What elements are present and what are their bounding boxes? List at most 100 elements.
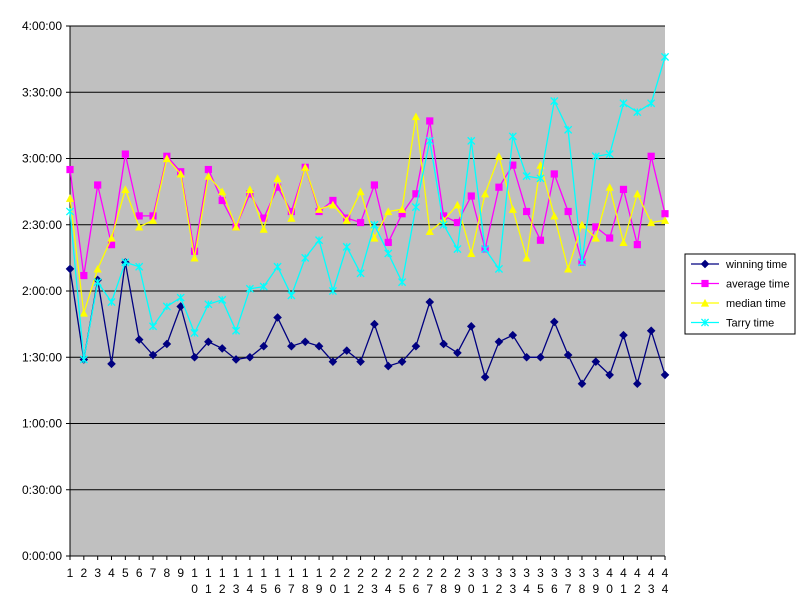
data-point xyxy=(550,170,558,178)
data-point xyxy=(453,348,462,358)
legend-entry: median time xyxy=(691,298,786,310)
series-tarry-time xyxy=(65,52,670,364)
data-point xyxy=(384,249,393,258)
x-tick-label: 7 xyxy=(150,566,157,580)
data-point xyxy=(204,165,212,174)
data-point xyxy=(121,185,130,194)
data-point xyxy=(370,319,379,329)
data-point xyxy=(204,300,213,309)
data-point xyxy=(384,207,393,216)
data-point xyxy=(273,313,282,322)
data-point xyxy=(606,234,614,242)
data-point xyxy=(65,264,75,274)
data-point xyxy=(494,264,504,273)
data-point xyxy=(370,220,379,229)
data-point xyxy=(79,308,88,317)
data-point xyxy=(342,216,351,224)
x-tick-label: 2 xyxy=(80,566,87,580)
data-point xyxy=(342,346,352,355)
data-point xyxy=(162,154,171,163)
data-point xyxy=(148,216,158,224)
data-point xyxy=(563,350,573,360)
data-point xyxy=(467,249,476,258)
data-point xyxy=(246,190,254,198)
data-point xyxy=(523,207,531,216)
data-point xyxy=(647,152,655,160)
data-point xyxy=(93,278,102,287)
data-point xyxy=(218,196,226,205)
data-point xyxy=(149,212,157,220)
y-tick-label: 0:30:00 xyxy=(22,483,62,497)
data-point xyxy=(260,214,268,222)
data-point xyxy=(660,216,670,224)
data-point xyxy=(190,352,199,362)
y-tick-label: 3:00:00 xyxy=(22,152,62,166)
data-point xyxy=(550,97,559,106)
data-point xyxy=(647,99,656,108)
series-median-time xyxy=(65,112,670,317)
data-point xyxy=(425,136,434,145)
data-point xyxy=(522,253,531,262)
data-point xyxy=(315,236,324,245)
data-point xyxy=(591,357,601,366)
data-point xyxy=(66,165,74,174)
data-point xyxy=(411,341,421,351)
data-point xyxy=(148,322,158,331)
data-point xyxy=(135,222,144,231)
data-point xyxy=(314,341,324,351)
data-point xyxy=(356,218,365,227)
data-point xyxy=(218,187,227,196)
y-tick-label: 0:00:00 xyxy=(22,549,62,563)
data-point xyxy=(328,357,338,366)
data-point xyxy=(411,203,420,212)
legend-label: winning time xyxy=(725,259,787,271)
data-point xyxy=(660,370,670,380)
data-point xyxy=(633,241,641,249)
data-point xyxy=(314,205,324,213)
data-point xyxy=(231,222,241,231)
data-point xyxy=(426,117,434,125)
x-tick-label: 8 xyxy=(164,566,171,580)
data-point xyxy=(577,379,587,389)
data-point xyxy=(605,183,614,191)
data-point xyxy=(134,335,144,344)
legend-marker xyxy=(701,279,709,288)
axes xyxy=(69,26,665,557)
data-point xyxy=(135,212,143,220)
series-layer xyxy=(65,52,670,389)
data-point xyxy=(467,136,476,145)
data-point xyxy=(453,200,462,209)
legend-label: median time xyxy=(726,298,786,310)
data-point xyxy=(633,108,642,117)
data-point xyxy=(342,242,351,251)
data-point xyxy=(148,350,158,360)
data-point xyxy=(204,337,213,347)
data-point xyxy=(467,192,475,200)
data-point xyxy=(466,322,476,331)
data-point xyxy=(217,344,227,353)
data-point xyxy=(287,214,296,222)
data-point xyxy=(383,361,393,371)
data-point xyxy=(398,278,407,287)
data-point xyxy=(633,189,642,198)
x-tick-label: 5 xyxy=(122,566,129,580)
data-point xyxy=(592,223,600,231)
data-point xyxy=(549,317,559,327)
